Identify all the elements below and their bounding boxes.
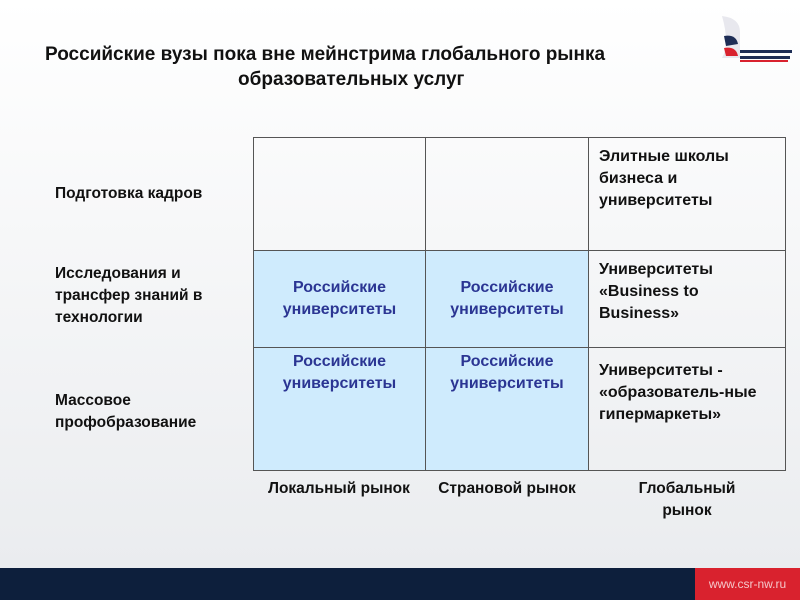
cell-r1c3: Элитные школы бизнеса и университеты	[588, 137, 786, 251]
cell-r3c2: Российские университеты	[425, 347, 589, 471]
cell-r2c3: Университеты «Business to Business»	[588, 250, 786, 348]
logo	[722, 16, 792, 62]
cell-r2c1: Российские университеты	[253, 250, 426, 348]
column-label-national: Страновой рынок	[438, 480, 576, 497]
cell-r3c1: Российские университеты	[253, 347, 426, 471]
cell-r1c2	[425, 137, 589, 251]
column-label-local: Локальный рынок	[268, 480, 410, 497]
title-line-1: Российские вузы пока вне мейнстрима глоб…	[45, 44, 606, 65]
cell-r1c1	[253, 137, 426, 251]
row-label-mass-education: Массовое профобразование	[55, 392, 197, 431]
footer-url: www.csr-nw.ru	[695, 568, 800, 600]
market-matrix: Элитные школы бизнеса и университеты Рос…	[253, 137, 786, 471]
cell-r3c3: Университеты - «образователь-ные гиперма…	[588, 347, 786, 471]
column-label-global: Глобальный рынок	[638, 480, 736, 519]
row-label-training: Подготовка кадров	[55, 185, 203, 202]
row-label-research: Исследования и трансфер знаний в техноло…	[55, 265, 203, 326]
footer-bar: www.csr-nw.ru	[0, 568, 800, 600]
title-line-2: образовательных услуг	[238, 69, 465, 90]
cell-r2c2: Российские университеты	[425, 250, 589, 348]
